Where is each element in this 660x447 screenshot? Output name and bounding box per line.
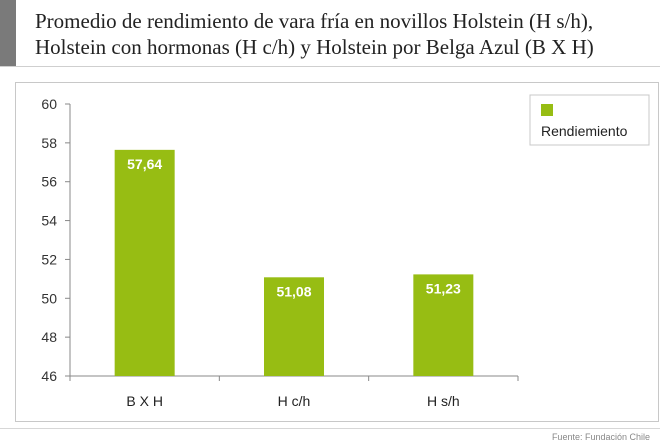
bar-value-label: 51,23 (426, 280, 461, 296)
bar-value-label: 57,64 (127, 156, 162, 172)
title-line-1: Promedio de rendimiento de vara fría en … (35, 9, 594, 33)
x-tick-label: B X H (126, 393, 163, 409)
y-tick-label: 46 (41, 368, 57, 384)
y-tick-label: 52 (41, 251, 57, 267)
footer-divider (0, 428, 660, 429)
header-divider (0, 66, 660, 67)
y-tick-label: 58 (41, 135, 57, 151)
y-tick-label: 60 (41, 96, 57, 112)
bar-value-label: 51,08 (276, 283, 311, 299)
title-line-2: Holstein con hormonas (H c/h) y Holstein… (35, 35, 594, 59)
x-tick-label: H c/h (278, 393, 311, 409)
y-tick-label: 54 (41, 213, 57, 229)
source-note: Fuente: Fundación Chile (551, 432, 650, 442)
header: Promedio de rendimiento de vara fría en … (0, 0, 660, 67)
bar (264, 277, 324, 376)
bar (114, 149, 175, 376)
y-tick-label: 48 (41, 329, 57, 345)
header-accent-bar (0, 0, 16, 67)
bar (413, 274, 474, 376)
legend-swatch (541, 104, 553, 116)
x-tick-label: H s/h (427, 393, 460, 409)
y-tick-label: 56 (41, 174, 57, 190)
legend-label: Rendiemiento (541, 123, 628, 139)
page-title: Promedio de rendimiento de vara fría en … (35, 8, 655, 60)
y-tick-label: 50 (41, 290, 57, 306)
legend-box (529, 94, 650, 146)
